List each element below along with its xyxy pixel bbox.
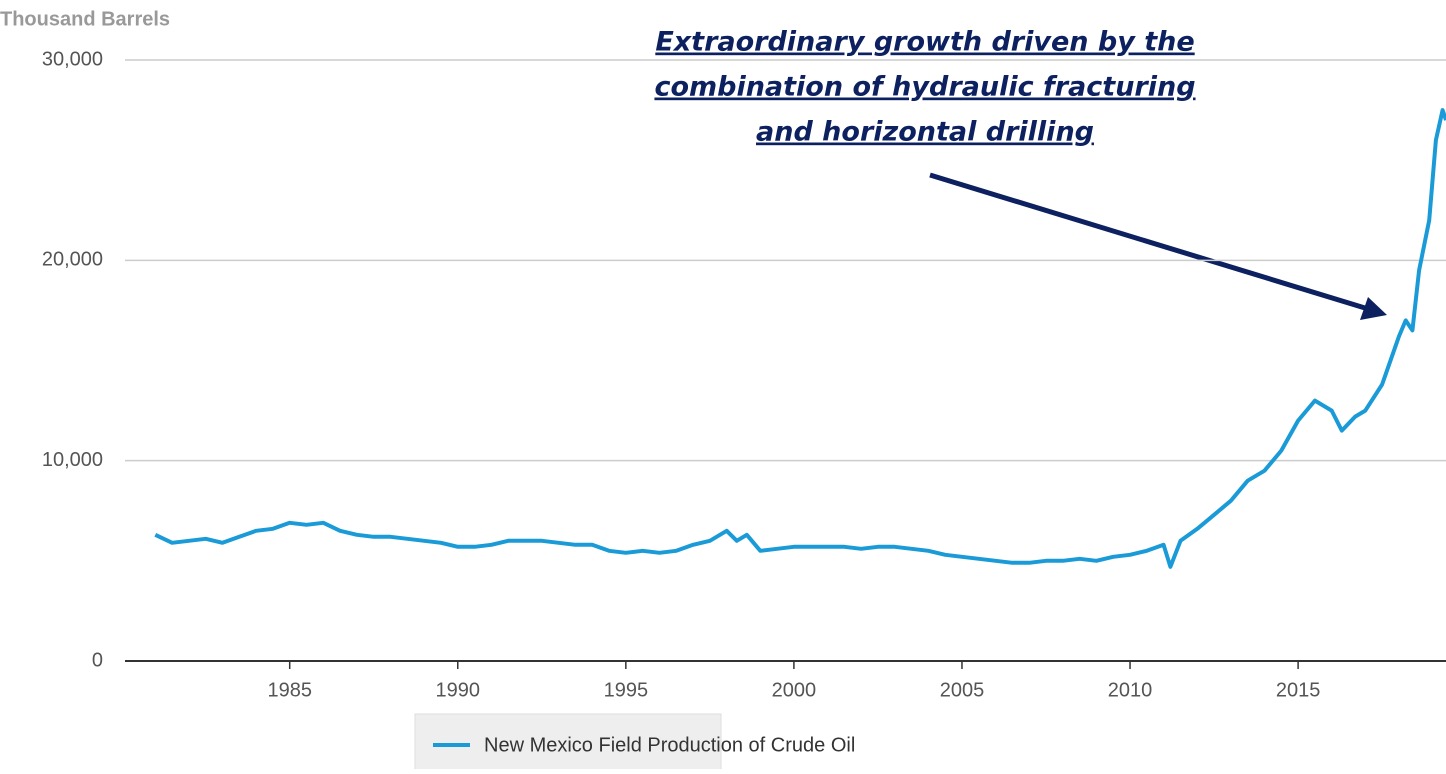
x-tick-label: 2010 <box>1108 679 1153 701</box>
annotation: and horizontal drilling <box>756 117 1094 148</box>
x-tick-label: 1990 <box>436 679 481 701</box>
annotation-arrow <box>929 172 1366 311</box>
y-axis-label: Thousand Barrels <box>0 8 170 30</box>
x-tick-label: 1995 <box>604 679 649 701</box>
annotation: combination of hydraulic fracturing <box>654 72 1195 103</box>
annotation: Extraordinary growth driven by the <box>655 27 1194 58</box>
y-tick-label: 0 <box>92 649 103 671</box>
y-tick-label: 10,000 <box>42 449 103 471</box>
x-tick-label: 2015 <box>1276 679 1321 701</box>
x-tick-label: 1985 <box>267 679 312 701</box>
x-tick-label: 2000 <box>772 679 817 701</box>
legend-label: New Mexico Field Production of Crude Oil <box>484 734 855 756</box>
data-line <box>154 108 1446 569</box>
arrow-head <box>1360 297 1387 320</box>
x-tick-label: 2005 <box>940 679 985 701</box>
y-tick-label: 30,000 <box>42 48 103 70</box>
y-tick-label: 20,000 <box>42 249 103 271</box>
